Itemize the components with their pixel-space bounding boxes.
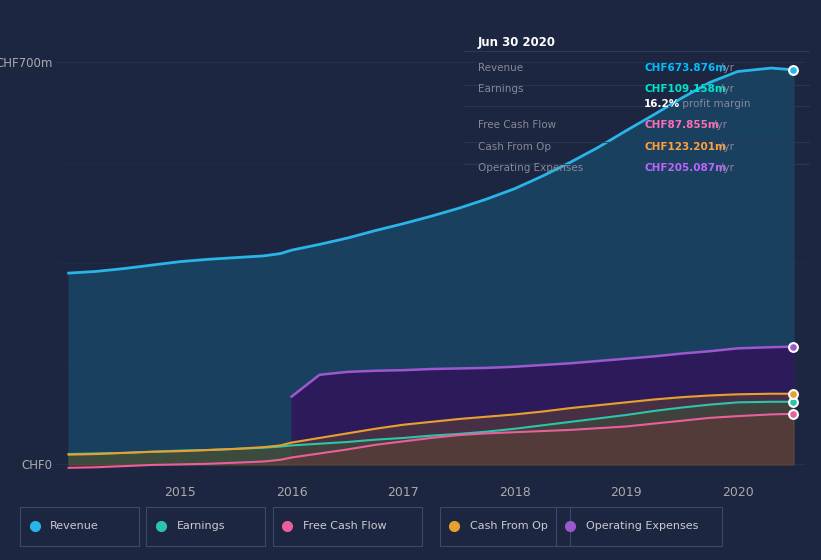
Text: /yr: /yr xyxy=(720,84,734,94)
Point xyxy=(787,389,800,398)
Text: profit margin: profit margin xyxy=(679,99,750,109)
Text: Earnings: Earnings xyxy=(177,521,225,531)
Point xyxy=(787,397,800,406)
Text: CHF205.087m: CHF205.087m xyxy=(644,163,726,173)
Point xyxy=(787,66,800,74)
Text: CHF87.855m: CHF87.855m xyxy=(644,120,718,130)
Text: 16.2%: 16.2% xyxy=(644,99,681,109)
Text: Earnings: Earnings xyxy=(478,84,523,94)
Text: Jun 30 2020: Jun 30 2020 xyxy=(478,36,556,49)
Text: Free Cash Flow: Free Cash Flow xyxy=(478,120,556,130)
Text: Revenue: Revenue xyxy=(478,63,523,73)
Text: Revenue: Revenue xyxy=(50,521,99,531)
Point xyxy=(787,342,800,351)
Text: Operating Expenses: Operating Expenses xyxy=(586,521,699,531)
Text: Cash From Op: Cash From Op xyxy=(478,142,551,152)
Text: /yr: /yr xyxy=(713,120,727,130)
Text: Cash From Op: Cash From Op xyxy=(470,521,548,531)
Text: Free Cash Flow: Free Cash Flow xyxy=(302,521,386,531)
Text: CHF673.876m: CHF673.876m xyxy=(644,63,726,73)
Text: /yr: /yr xyxy=(720,63,734,73)
Text: CHF109.158m: CHF109.158m xyxy=(644,84,726,94)
Text: /yr: /yr xyxy=(720,142,734,152)
Point xyxy=(787,409,800,418)
Text: /yr: /yr xyxy=(720,163,734,173)
Text: Operating Expenses: Operating Expenses xyxy=(478,163,583,173)
Text: CHF123.201m: CHF123.201m xyxy=(644,142,726,152)
